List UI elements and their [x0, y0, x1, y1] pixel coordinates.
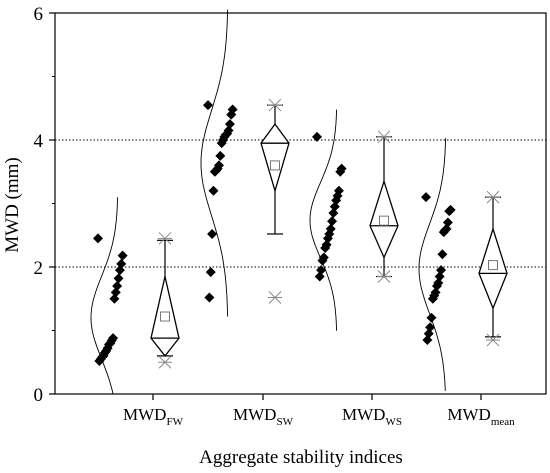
y-tick-label: 4	[34, 131, 44, 152]
mean-marker	[270, 160, 280, 171]
data-point	[426, 312, 437, 323]
data-point	[320, 242, 331, 253]
data-point	[335, 166, 346, 177]
x-tick-label-main: MWD	[342, 405, 385, 424]
data-point	[312, 131, 322, 142]
data-point	[109, 293, 120, 304]
violin-curve	[418, 138, 447, 391]
data-point	[113, 273, 124, 284]
data-point	[117, 250, 128, 261]
max-marker	[158, 232, 172, 245]
x-tick-label: MWDWS	[342, 405, 402, 428]
data-point	[93, 233, 103, 244]
y-ticks: 0 2 4 6	[34, 4, 55, 406]
min-marker	[158, 355, 172, 369]
data-point	[209, 166, 220, 177]
data-point	[437, 249, 448, 260]
data-points	[93, 100, 456, 366]
data-point	[114, 265, 125, 276]
max-marker	[486, 190, 500, 204]
data-point	[327, 216, 338, 227]
max-marker	[268, 98, 282, 112]
violin-curve	[200, 9, 229, 317]
data-point	[205, 267, 216, 278]
data-point	[208, 185, 219, 196]
data-point	[427, 293, 438, 304]
min-marker	[377, 270, 391, 283]
data-point	[216, 138, 227, 149]
data-point	[226, 109, 237, 120]
data-point	[203, 100, 213, 111]
x-ticks: MWDFW MWDSW MWDWS MWDmean	[123, 394, 515, 428]
data-point	[204, 292, 215, 303]
reference-lines	[55, 139, 546, 268]
y-tick-label: 0	[34, 385, 44, 406]
data-point	[328, 208, 339, 219]
y-axis-label: MWD (mm)	[2, 157, 23, 253]
y-tick-label: 2	[34, 258, 44, 279]
x-tick-label-main: MWD	[233, 405, 276, 424]
mean-marker	[160, 311, 170, 322]
data-point	[438, 227, 449, 238]
axes	[54, 12, 547, 395]
data-point	[421, 192, 431, 203]
x-tick-label-sub: SW	[276, 416, 293, 428]
y-tick-label: 6	[34, 4, 44, 25]
mean-marker	[488, 260, 498, 271]
violins	[90, 9, 447, 394]
data-point	[94, 355, 105, 366]
x-tick-label-sub: FW	[166, 416, 183, 428]
x-axis-label: Aggregate stability indices	[199, 447, 403, 468]
x-tick-label-main: MWD	[447, 405, 490, 424]
data-point	[444, 206, 455, 217]
min-marker	[268, 291, 282, 304]
x-tick-label-main: MWD	[123, 405, 166, 424]
x-tick-label-sub: mean	[491, 416, 515, 428]
data-point	[314, 271, 325, 282]
x-tick-label: MWDmean	[447, 405, 515, 428]
x-tick-label-sub: WS	[385, 416, 402, 428]
x-tick-label: MWDFW	[123, 405, 184, 428]
x-tick-label: MWDSW	[233, 405, 294, 428]
data-point	[207, 228, 218, 239]
mean-marker	[379, 215, 389, 226]
box-diamond	[260, 123, 290, 194]
data-point	[215, 150, 226, 161]
max-marker	[377, 130, 391, 144]
plot-frame	[54, 12, 547, 395]
data-point	[422, 335, 433, 346]
min-marker	[486, 333, 500, 347]
data-point	[317, 255, 328, 266]
boxes	[150, 98, 508, 369]
violin-curve	[309, 109, 338, 331]
